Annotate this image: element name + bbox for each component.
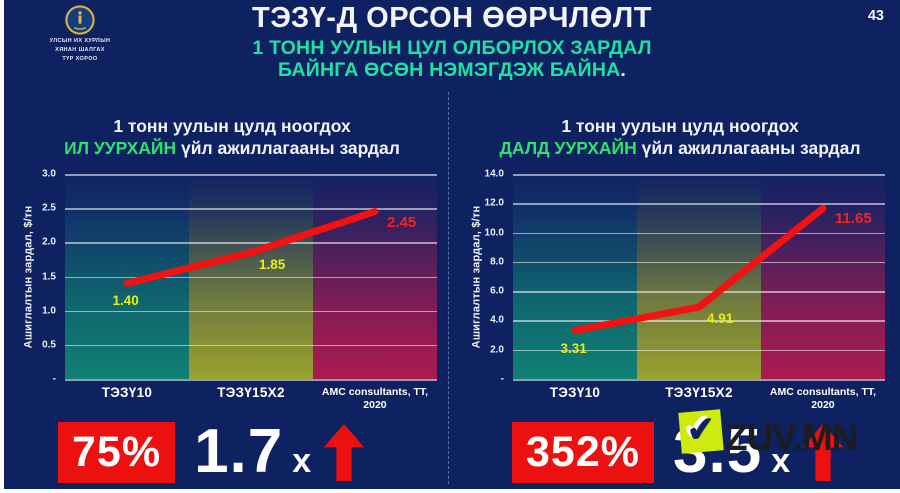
gridline [65,379,437,381]
plot-band-1 [513,174,637,379]
chart-title-highlight: ДАЛД УУРХАЙН [499,137,637,158]
subtitle-line2: БАЙНГА ӨСӨН НЭМЭГДЭЖ БАЙНА [277,58,621,81]
percent-badge: 352% [512,421,654,483]
state-emblem-icon [65,5,95,35]
plot-area: 3.31 4.91 11.65 [513,174,885,381]
up-arrow-icon [802,423,844,481]
x-axis-label: AMC consultants, TT, 2020 [769,386,877,412]
gridline [513,232,885,235]
y-axis-tick: - [500,373,504,385]
gridline [65,174,437,176]
multiplier-value: 1.7 [194,417,284,486]
trend-line [571,204,827,334]
y-axis-tick: 14.0 [484,168,504,180]
gridline [513,379,885,381]
presentation-slide: УЛСЫН ИХ ХУРЛЫН ХЯНАН ШАЛГАХ ТҮР ХОРОО 4… [4,0,900,489]
data-point-label: 4.91 [707,311,734,327]
gridline [65,208,437,210]
multiplier: 1.7 x [194,417,312,486]
gridline [65,344,437,347]
y-axis-tick: 2.0 [42,236,56,248]
x-axis-label: ТЭЗҮ15Х2 [665,385,733,400]
y-axis-tick: 8.0 [490,256,504,268]
y-axis-tick: 0.5 [42,339,56,351]
data-point-label: 1.85 [259,256,286,272]
gridline [513,174,885,176]
chart-title-line1: 1 тонн уулын цулд ноогдох [561,115,799,136]
gridline [513,349,885,352]
section-divider [448,92,449,484]
chart-title-rest: үйл ажиллагааны зардал [636,137,861,158]
y-axis-tick: 1.0 [42,305,56,317]
checkmark-icon: ✔ ✔ [678,407,724,454]
chart-title-highlight: ИЛ УУРХАЙН [64,137,177,158]
y-axis-tick: 2.5 [42,202,56,214]
y-axis: 14.0 12.0 10.0 8.0 6.0 4.0 2.0 - [468,169,509,385]
gridline [65,242,437,244]
y-axis-tick: 3.0 [42,168,56,180]
multiplier-suffix: x [292,442,312,480]
subtitle-line1: 1 ТОНН УУЛЫН ЦУЛ ОЛБОРЛОХ ЗАРДАЛ [252,36,652,59]
growth-stats: 75% 1.7 x [20,421,365,483]
x-axis: ТЭЗҮ10 ТЭЗҮ15Х2 AMC consultants, TT, 2020 [513,385,885,412]
page-number: 43 [867,8,884,24]
slide-subtitle: 1 ТОНН УУЛЫН ЦУЛ ОЛБОРЛОХ ЗАРДАЛ БАЙНГА … [114,37,790,81]
gridline [513,320,885,322]
org-name-line: ХЯНАН ШАЛГАХ [55,46,105,53]
plot-area: 1.40 1.85 2.45 [65,174,437,381]
data-point-label: 2.45 [387,213,417,231]
gridline [513,261,885,264]
y-axis-tick: 1.5 [42,271,56,282]
data-point-label: 11.65 [835,210,872,228]
gridline [513,203,885,205]
y-axis-tick: 10.0 [484,227,504,239]
chart-panel-underground: 1 тонн уулын цулд ноогдох ДАЛД УУРХАЙН ү… [468,96,892,489]
chart-title: 1 тонн уулын цулд ноогдох ИЛ УУРХАЙН үйл… [10,115,454,160]
watermark-text: ZUV.MN [725,417,858,458]
y-axis-tick: 4.0 [490,314,504,326]
up-arrow-icon [323,423,365,481]
x-axis-label: ТЭЗҮ15Х2 [217,385,285,400]
y-axis-tick: 12.0 [484,197,504,209]
org-logo: УЛСЫН ИХ ХУРЛЫН ХЯНАН ШАЛГАХ ТҮР ХОРОО [34,5,126,63]
gridline [65,276,437,278]
chart-panel-open-pit: 1 тонн уулын цулд ноогдох ИЛ УУРХАЙН үйл… [20,96,444,489]
slide-title: ТЭЗҮ-Д ОРСОН ӨӨРЧЛӨЛТ [252,2,652,34]
org-name-line: УЛСЫН ИХ ХУРЛЫН [49,38,111,44]
x-axis-label: ТЭЗҮ10 [549,385,601,400]
x-axis-label: AMC consultants, TT, 2020 [321,386,429,412]
chart-title-rest: үйл ажиллагааны зардал [176,137,400,158]
multiplier-suffix: x [771,442,791,480]
chart-title-line1: 1 тонн уулын цулд ноогдох [113,115,351,136]
gridline [513,291,885,293]
y-axis: 3.0 2.5 2.0 1.5 1.0 0.5 - [20,169,61,385]
gridline [65,310,437,313]
x-axis: ТЭЗҮ10 ТЭЗҮ15Х2 AMC consultants, TT, 2020 [65,385,437,412]
data-point-label: 1.40 [112,293,139,309]
watermark: ✔ ✔ ZUV.MN [678,407,858,458]
trend-line [123,208,379,287]
y-axis-tick: 6.0 [490,285,504,297]
x-axis-label: ТЭЗҮ10 [101,385,153,400]
percent-badge: 75% [58,421,176,483]
org-name-line: ТҮР ХОРОО [62,55,98,62]
data-point-label: 3.31 [560,340,587,356]
chart-title: 1 тонн уулын цулд ноогдох ДАЛД УУРХАЙН ү… [458,115,900,160]
slide-header: ТЭЗҮ-Д ОРСОН ӨӨРЧЛӨЛТ 1 ТОНН УУЛЫН ЦУЛ О… [114,2,790,81]
org-name: УЛСЫН ИХ ХУРЛЫН ХЯНАН ШАЛГАХ ТҮР ХОРОО [34,37,126,63]
y-axis-tick: 2.0 [490,344,504,356]
y-axis-tick: - [52,373,56,385]
subtitle-period: . [620,58,627,81]
